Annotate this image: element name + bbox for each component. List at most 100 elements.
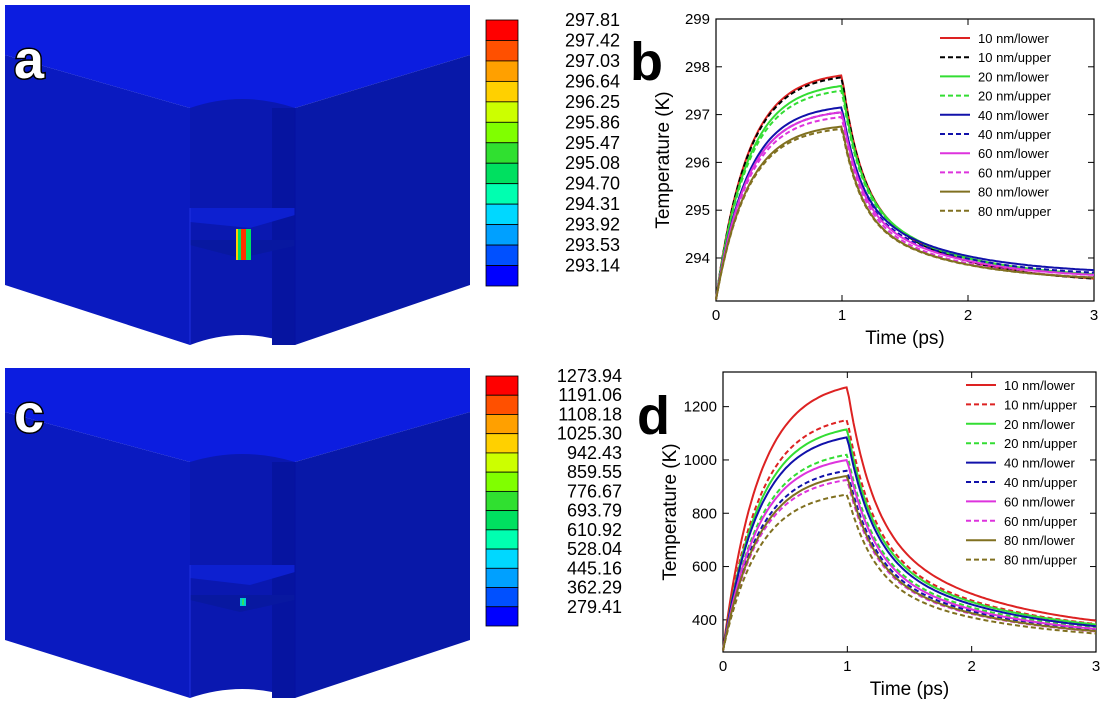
colorbar-swatch (485, 452, 519, 473)
x-tick-label: 3 (1090, 307, 1098, 324)
colorbar-label: 279.41 (567, 597, 622, 617)
colorbar-swatch (485, 162, 519, 185)
legend-label: 80 nm/lower (978, 185, 1049, 200)
model-c-left-face (5, 412, 190, 698)
colorbar-swatch (485, 121, 519, 144)
y-tick-label: 600 (692, 559, 717, 576)
colorbar-label: 1108.18 (558, 404, 622, 424)
x-tick-label: 1 (843, 658, 851, 675)
colorbar-swatch (485, 471, 519, 492)
plot-frame (722, 371, 1097, 653)
colorbar-swatch (485, 510, 519, 531)
colorbar-swatch (485, 183, 519, 205)
y-tick-label: 400 (692, 612, 717, 629)
model-c-slit-top (190, 565, 295, 585)
colorbar-swatch (485, 101, 519, 123)
panel-letter-b: b (630, 32, 663, 92)
series-line (722, 479, 1097, 651)
x-axis-title: Time (ps) (865, 328, 945, 349)
legend-label: 40 nm/lower (978, 108, 1049, 123)
panel-letter-a: a (14, 30, 45, 90)
legend-label: 80 nm/upper (1004, 553, 1078, 568)
colorbar-swatch (485, 265, 519, 287)
series-line (715, 127, 1095, 300)
y-tick-label: 298 (685, 59, 710, 76)
legend-label: 60 nm/lower (1004, 494, 1075, 509)
series-line (722, 386, 1097, 651)
x-axis-title: Time (ps) (870, 679, 950, 700)
colorbar-swatch (485, 40, 519, 62)
colorbar-label: 293.92 (565, 215, 620, 235)
y-tick-label: 296 (685, 154, 710, 171)
x-tick-label: 2 (964, 307, 972, 324)
legend-label: 80 nm/upper (978, 204, 1052, 219)
colorbar-swatch (485, 587, 519, 608)
model-c (5, 368, 470, 698)
colorbar-label: 1025.30 (557, 424, 622, 444)
y-tick-label: 299 (685, 11, 710, 28)
legend-label: 40 nm/upper (978, 127, 1052, 142)
legend-label: 10 nm/lower (1004, 378, 1075, 393)
legend-label: 40 nm/lower (1004, 456, 1075, 471)
colorbar-label: 293.14 (565, 256, 620, 276)
colorbar-label: 942.43 (567, 443, 622, 463)
x-tick-label: 3 (1092, 658, 1100, 675)
y-tick-label: 1000 (684, 452, 717, 469)
model-a-left-face (5, 55, 190, 345)
series-line (722, 428, 1097, 651)
y-tick-label: 800 (692, 505, 717, 522)
colorbar-label: 297.42 (565, 30, 620, 50)
series-line (722, 453, 1097, 651)
colorbar-swatch (485, 433, 519, 454)
legend-label: 60 nm/upper (1004, 514, 1078, 529)
x-tick-label: 1 (838, 307, 846, 324)
colorbar-label: 294.31 (565, 194, 620, 214)
legend-label: 10 nm/upper (978, 50, 1052, 65)
model-c-right-face (295, 412, 470, 698)
colorbar-swatch (485, 60, 519, 82)
series-line (722, 475, 1097, 651)
legend-label: 40 nm/upper (1004, 475, 1078, 490)
colorbar-label: 296.64 (565, 71, 620, 91)
y-axis-title: Temperature (K) (653, 91, 674, 228)
chart-d: 0 1 2 3 400 600 800 1000 1200 Time (ps) Temperatur… (660, 371, 1100, 700)
colorbar-swatch (485, 375, 519, 396)
colorbar-label: 297.03 (565, 51, 620, 71)
model-a-right-face (295, 55, 470, 345)
series-line (715, 116, 1095, 300)
legend-label: 80 nm/lower (1004, 533, 1075, 548)
x-tick-label: 0 (712, 307, 720, 324)
legend-label: 20 nm/lower (1004, 417, 1075, 432)
x-tick-label: 2 (967, 658, 975, 675)
legend-label: 10 nm/lower (978, 31, 1049, 46)
legend-label: 20 nm/lower (978, 69, 1049, 84)
colorbar-label: 293.53 (565, 235, 620, 255)
colorbar-label: 294.70 (565, 174, 620, 194)
colorbar-a: 297.81297.42297.03296.64296.25295.86295.… (485, 10, 620, 287)
colorbar-swatch (485, 80, 519, 103)
colorbar-label: 610.92 (567, 520, 622, 540)
colorbar-label: 296.25 (565, 92, 620, 112)
colorbar-swatch (485, 529, 519, 550)
colorbar-label: 859.55 (567, 462, 622, 482)
legend-label: 20 nm/upper (1004, 436, 1078, 451)
colorbar-swatch (485, 490, 519, 512)
model-a-hole-shade (272, 108, 295, 345)
model-a-hotspot-edge (236, 229, 238, 260)
series-line (722, 436, 1097, 651)
x-tick-label: 0 (719, 658, 727, 675)
colorbar-label: 295.86 (565, 112, 620, 132)
colorbar-swatch (485, 203, 519, 226)
series-line (722, 493, 1097, 651)
series-line (722, 469, 1097, 651)
colorbar-c: 1273.941191.061108.181025.30942.43859.55… (485, 366, 622, 627)
colorbar-swatch (485, 224, 519, 246)
legend-label: 20 nm/upper (978, 89, 1052, 104)
colorbar-swatch (485, 394, 519, 415)
y-tick-label: 294 (685, 250, 710, 267)
colorbar-label: 295.47 (565, 133, 620, 153)
colorbar-label: 1273.94 (557, 366, 622, 386)
model-a-slit-top (190, 208, 295, 228)
colorbar-swatch (485, 19, 519, 41)
